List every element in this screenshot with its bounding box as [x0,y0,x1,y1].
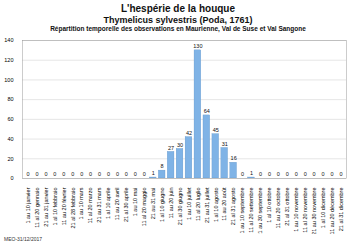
svg-text:11 au 20 décembre: 11 au 20 décembre [329,188,335,235]
svg-text:0: 0 [304,171,307,177]
svg-text:0: 0 [53,171,56,177]
svg-text:0: 0 [313,171,316,177]
svg-text:0: 0 [134,171,137,177]
svg-text:1: 1 [152,170,155,176]
svg-text:100: 100 [4,77,13,83]
svg-text:0: 0 [295,171,298,177]
svg-text:11 au 20 avril: 11 au 20 avril [114,188,120,221]
svg-text:0: 0 [259,171,262,177]
svg-text:0: 0 [339,171,342,177]
svg-text:80: 80 [7,96,13,102]
svg-text:1 al 10 febbraio: 1 al 10 febbraio [52,188,58,226]
svg-text:31: 31 [222,141,228,147]
svg-text:1 au 10 mars: 1 au 10 mars [78,187,84,219]
html-text:MEO-31/12/2017: MEO-31/12/2017 [4,236,43,242]
svg-text:45: 45 [213,127,219,133]
svg-text:11 al 20 novembre: 11 al 20 novembre [302,188,308,233]
svg-text:60: 60 [7,116,13,122]
svg-text:21 al 30 giugno: 21 al 30 giugno [177,188,183,226]
svg-text:0: 0 [98,171,101,177]
svg-text:21 au 31 mars: 21 au 31 mars [96,187,102,222]
svg-text:0: 0 [268,171,271,177]
svg-text:21 au 31 janvier: 21 au 31 janvier [43,187,49,226]
svg-text:0: 0 [10,175,13,181]
svg-text:0: 0 [27,171,30,177]
svg-text:0: 0 [116,171,119,177]
svg-text:0: 0 [62,171,65,177]
svg-text:30: 30 [177,142,183,148]
svg-text:0: 0 [107,171,110,177]
svg-text:21 au 30 novembre: 21 au 30 novembre [311,188,317,235]
svg-text:11 al 20 marzo: 11 al 20 marzo [87,188,93,224]
svg-text:0: 0 [71,171,74,177]
svg-text:0: 0 [241,171,244,177]
svg-text:21 al 31 dicembre: 21 al 31 dicembre [338,188,344,232]
svg-text:21 al 28 febbraio: 21 al 28 febbraio [70,188,76,229]
svg-text:1 al 10 aprile: 1 al 10 aprile [105,188,111,220]
svg-text:140: 140 [4,37,13,43]
svg-text:1 al 10 dicembre: 1 al 10 dicembre [320,188,326,229]
svg-text:8: 8 [161,163,164,169]
html-text:L'hespérie de la houque: L'hespérie de la houque [121,3,235,14]
svg-text:20: 20 [7,156,13,162]
svg-text:11 au 20 février: 11 au 20 février [61,187,67,225]
svg-text:0: 0 [330,171,333,177]
svg-text:21 al 31 agosto: 21 al 31 agosto [230,188,236,226]
svg-text:27: 27 [168,145,174,151]
svg-text:1 au 10 janvier: 1 au 10 janvier [25,187,31,223]
svg-text:11 al 20 gennaio: 11 al 20 gennaio [34,188,40,228]
svg-text:64: 64 [204,108,210,114]
svg-text:1 au 10 juillet: 1 au 10 juillet [186,187,192,220]
html-text:Répartition temporelle des obs: Répartition temporelle des observations … [50,24,306,32]
svg-text:42: 42 [186,130,192,136]
svg-text:11 au 20 août: 11 au 20 août [221,187,227,221]
svg-text:0: 0 [322,171,325,177]
svg-text:1 au 10 septembre: 1 au 10 septembre [239,188,245,234]
svg-text:0: 0 [125,171,128,177]
svg-text:40: 40 [7,136,13,142]
svg-text:120: 120 [4,57,13,63]
svg-text:0: 0 [89,171,92,177]
svg-text:0: 0 [80,171,83,177]
svg-text:21 al 30 aprile: 21 al 30 aprile [123,188,129,223]
svg-text:11 au 20 juin: 11 au 20 juin [168,188,174,219]
svg-text:0: 0 [44,171,47,177]
svg-text:21 al 31 ottobre: 21 al 31 ottobre [284,188,290,226]
html-text:Thymelicus sylvestris (Poda, 1: Thymelicus sylvestris (Poda, 1761) [103,14,253,25]
svg-text:11 al 20 settembre: 11 al 20 settembre [248,188,254,233]
svg-text:0: 0 [277,171,280,177]
svg-text:11 au 20 octobre: 11 au 20 octobre [275,188,281,229]
svg-text:130: 130 [193,43,202,49]
svg-text:1: 1 [250,170,253,176]
svg-text:11 al 20 maggio: 11 al 20 maggio [141,188,147,227]
svg-text:0: 0 [143,171,146,177]
svg-text:0: 0 [286,171,289,177]
svg-text:21 au 31 mai: 21 au 31 mai [150,188,156,220]
svg-text:0: 0 [35,171,38,177]
svg-text:1 au 10 novembre: 1 au 10 novembre [293,188,299,232]
svg-text:1 au 10 mai: 1 au 10 mai [132,188,138,217]
svg-text:16: 16 [231,155,237,161]
svg-text:1 al 10 ottobre: 1 al 10 ottobre [266,188,272,223]
svg-text:1 al 10 agosto: 1 al 10 agosto [213,188,219,223]
svg-text:21 au 31 juillet: 21 au 31 juillet [204,187,210,223]
svg-text:21 au 30 septembre: 21 au 30 septembre [257,188,263,235]
svg-text:1 al 10 giugno: 1 al 10 giugno [159,188,165,223]
svg-text:11 al 20 luglio: 11 al 20 luglio [195,188,201,222]
